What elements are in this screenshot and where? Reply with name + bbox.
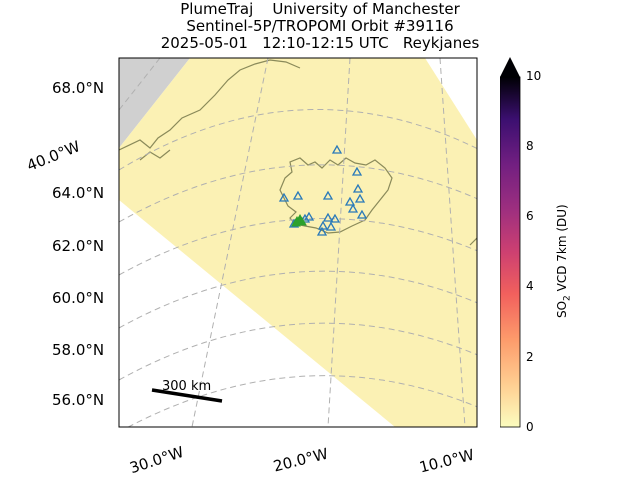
colorbar-tick-10: 10 — [526, 69, 542, 83]
lat-label-68n: 68.0°N — [52, 79, 105, 97]
colorbar-extend-arrow — [500, 57, 520, 77]
lat-label-62n: 62.0°N — [52, 237, 105, 255]
volcano-triangle-icon — [331, 144, 343, 154]
tropomi-swath — [119, 58, 477, 427]
scale-bar-label: 300 km — [162, 379, 211, 394]
source-vent-triangle-icon — [297, 216, 307, 226]
volcano-triangle-icon — [351, 166, 363, 176]
volcano-triangle-icon — [303, 211, 315, 221]
volcano-triangle-icon — [316, 226, 328, 236]
colorbar-label: SO2 VCD 7km (DU) — [555, 204, 573, 318]
colorbar-tick-8: 8 — [526, 139, 534, 153]
graticule — [119, 58, 477, 427]
volcano-triangle-icon — [322, 190, 334, 200]
colorbar-gradient — [500, 76, 521, 428]
lat-label-64n: 64.0°N — [52, 184, 105, 202]
volcano-triangle-icon — [292, 190, 304, 200]
volcano-triangle-icon — [347, 203, 359, 213]
scale-bar — [151, 388, 223, 403]
volcano-triangle-icon — [329, 213, 341, 223]
lat-label-58n: 58.0°N — [52, 341, 105, 359]
volcano-triangle-icon — [325, 221, 337, 231]
colorbar-tick-6: 6 — [526, 209, 534, 223]
source-markers — [291, 213, 307, 227]
title-line-3: 2025-05-01 12:10-12:15 UTC Reykjanes — [160, 34, 480, 52]
volcano-triangle-icon — [299, 213, 311, 223]
lat-label-60n: 60.0°N — [52, 289, 105, 307]
volcano-triangle-icon — [356, 209, 368, 219]
volcano-triangle-icon — [352, 183, 364, 193]
coastline-fragment-east — [469, 237, 477, 246]
colorbar-tick-4: 4 — [526, 279, 534, 293]
source-vent-triangle-icon — [291, 217, 301, 227]
volcano-triangle-icon — [322, 212, 334, 222]
title-line-1: PlumeTraj University of Manchester — [180, 0, 460, 18]
colorbar-tick-2: 2 — [526, 350, 534, 364]
colorbar-tick-0: 0 — [526, 420, 534, 434]
volcano-triangle-icon — [344, 196, 356, 206]
title-line-2: Sentinel-5P/TROPOMI Orbit #39116 — [186, 17, 454, 35]
volcano-triangle-icon — [354, 193, 366, 203]
volcano-triangle-icon — [278, 192, 290, 202]
lat-label-56n: 56.0°N — [52, 391, 105, 409]
colorbar — [500, 57, 521, 428]
